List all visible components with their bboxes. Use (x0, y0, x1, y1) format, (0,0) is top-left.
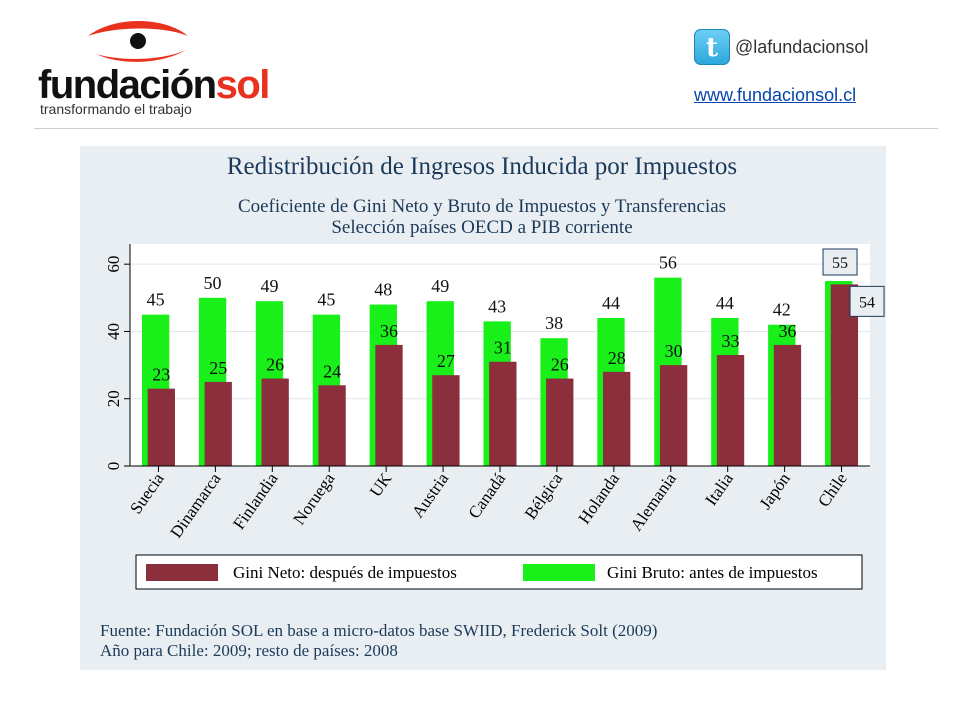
data-label-bruto: 55 (832, 255, 848, 272)
logo-tagline: transformando el trabajo (40, 101, 192, 117)
x-tick-label: Finlandia (229, 469, 282, 533)
data-label-bruto: 43 (488, 296, 506, 316)
y-tick-label: 60 (104, 256, 123, 273)
data-label-neto: 31 (494, 338, 512, 358)
data-label-bruto: 45 (317, 290, 335, 310)
bar-neto (204, 381, 232, 466)
bar-neto (489, 361, 517, 466)
data-label-neto: 28 (608, 348, 626, 368)
x-tick-label: Austria (408, 469, 453, 521)
data-label-neto: 33 (722, 331, 740, 351)
data-label-box-neto (849, 285, 885, 317)
source-line-1: Fuente: Fundación SOL en base a micro-da… (100, 621, 657, 640)
y-tick-label: 0 (104, 462, 123, 471)
chart-subtitle-line-1: Coeficiente de Gini Neto y Bruto de Impu… (238, 196, 726, 217)
data-label-neto: 30 (665, 341, 683, 361)
bar-neto (147, 388, 175, 466)
data-label-neto: 26 (551, 355, 569, 375)
data-label-bruto: 38 (545, 313, 563, 333)
y-axis-ticks: 0 20 40 60 (104, 256, 130, 471)
bars (141, 277, 859, 466)
data-label-bruto: 44 (602, 293, 620, 313)
header-divider (34, 128, 938, 129)
fundacion-sol-logo: fundaciónsol transformando el trabajo (38, 21, 270, 117)
chart-panel: Redistribución de Ingresos Inducida por … (80, 146, 886, 670)
gini-bar-chart: Redistribución de Ingresos Inducida por … (100, 153, 885, 660)
bar-neto (659, 365, 688, 466)
bar-neto (603, 371, 631, 466)
data-label-bruto: 50 (204, 273, 222, 293)
bar-neto (375, 344, 403, 466)
bar-neto (261, 378, 289, 466)
x-tick-label: Dinamarca (166, 469, 225, 541)
data-label-neto: 36 (778, 321, 796, 341)
bar-neto (432, 375, 460, 466)
website-link[interactable]: www.fundacionsol.cl (694, 85, 857, 105)
legend-label-bruto: Gini Bruto: antes de impuestos (607, 563, 818, 582)
data-label-bruto: 49 (431, 276, 449, 296)
data-label-neto: 54 (859, 294, 875, 311)
bar-neto (716, 355, 745, 466)
data-label-neto: 23 (152, 365, 170, 385)
logo-wordmark: fundaciónsol (38, 63, 269, 107)
logo-eye-arc-icon (88, 21, 188, 36)
x-tick-label: Canadá (464, 469, 509, 522)
x-tick-label: Alemania (627, 469, 681, 534)
y-tick-label: 40 (104, 323, 123, 340)
source-line-2: Año para Chile: 2009; resto de países: 2… (100, 641, 398, 660)
legend-label-neto: Gini Neto: después de impuestos (233, 563, 457, 582)
logo-eye-pupil-icon (130, 33, 146, 49)
data-label-neto: 26 (266, 355, 284, 375)
bar-neto (546, 378, 574, 466)
x-tick-label: Bélgica (521, 469, 567, 523)
data-label-neto: 24 (323, 361, 341, 381)
twitter-handle[interactable]: @lafundacionsol (735, 37, 869, 57)
legend-swatch-bruto (523, 564, 595, 581)
x-tick-label: Noruega (289, 469, 338, 528)
x-tick-label: Holanda (575, 469, 624, 527)
bar-neto (318, 385, 346, 466)
legend-swatch-neto (146, 564, 218, 581)
x-tick-label: Suecia (126, 469, 168, 517)
data-labels: 45 23 50 25 49 26 45 24 48 36 49 27 43 31 38 26 44 28 56 30… (147, 248, 885, 385)
x-tick-label: Chile (814, 469, 851, 510)
twitter-icon[interactable]: t (694, 29, 730, 65)
x-tick-label: Japón (756, 469, 795, 513)
data-label-bruto: 49 (260, 276, 278, 296)
data-label-bruto: 48 (374, 280, 392, 300)
data-label-neto: 36 (380, 321, 398, 341)
data-label-neto: 25 (209, 358, 227, 378)
legend-box (135, 554, 863, 590)
chart-subtitle-line-2: Selección países OECD a PIB corriente (331, 217, 632, 238)
data-label-box-bruto (822, 248, 858, 276)
data-label-bruto: 42 (773, 300, 791, 320)
data-label-bruto: 45 (147, 290, 165, 310)
data-label-bruto: 44 (716, 293, 734, 313)
chart-title: Redistribución de Ingresos Inducida por … (227, 153, 737, 180)
x-tick-label: UK (366, 469, 396, 501)
x-tick-label: Italia (701, 469, 737, 509)
data-label-bruto: 56 (659, 253, 677, 273)
data-label-neto: 27 (437, 351, 455, 371)
logo-eye-lower-arc-icon (96, 50, 186, 62)
y-tick-label: 20 (104, 390, 123, 407)
bar-neto (773, 344, 802, 466)
